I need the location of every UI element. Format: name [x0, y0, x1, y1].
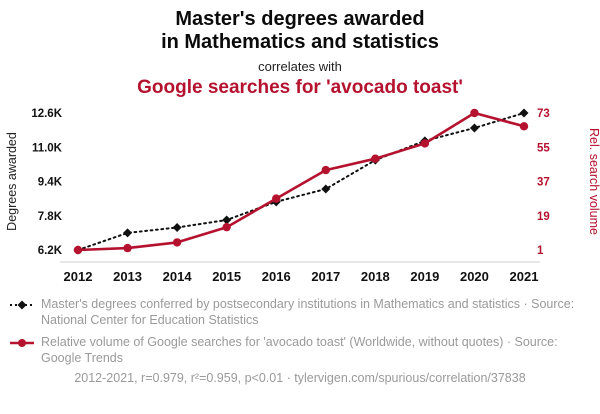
circle-marker [371, 154, 380, 163]
x-tick-label: 2019 [410, 269, 439, 284]
left-tick-label: 12.6K [31, 108, 62, 120]
right-axis-title: Rel. search volume [587, 128, 600, 235]
chart-title-line2: in Mathematics and statistics [161, 31, 439, 53]
circle-marker [222, 222, 231, 232]
x-tick-label: 2021 [510, 269, 539, 284]
correlation-chart: 2012 2013 2014 2015 2016 2017 2018 2019 2020 2021… [5, 108, 600, 284]
series-line-diamond [77, 112, 525, 251]
circle-marker [470, 108, 479, 118]
diamond-marker [321, 184, 331, 194]
chart-title: Master's degrees awarded in Mathematics … [8, 8, 592, 54]
diamond-marker-icon [10, 300, 34, 310]
circle-marker [321, 165, 330, 175]
right-tick-label: 1 [537, 245, 544, 257]
legend-text-searches: Relative volume of Google searches for '… [41, 334, 558, 365]
legend-item-searches: Relative volume of Google searches for '… [10, 334, 588, 367]
diamond-marker [469, 123, 479, 133]
series-line-circle [76, 111, 526, 252]
diamond-marker [519, 108, 529, 118]
chart-subtitle: Google searches for 'avocado toast' [137, 77, 463, 98]
legend-item-degrees: Master's degrees conferred by postsecond… [10, 296, 588, 329]
circle-marker [519, 122, 529, 131]
circle-marker [420, 139, 430, 148]
x-tick-label: 2018 [361, 269, 390, 284]
circle-marker [172, 238, 182, 247]
x-tick-label: 2015 [212, 269, 241, 284]
x-tick-label: 2012 [64, 269, 93, 284]
x-tick-label: 2017 [311, 269, 340, 284]
left-axis-title: Degrees awarded [5, 132, 19, 231]
left-tick-label: 6.2K [38, 245, 63, 257]
right-tick-label: 55 [537, 142, 550, 154]
diamond-marker [172, 223, 182, 233]
circle-marker-icon [10, 338, 34, 347]
diamond-marker [123, 228, 133, 238]
footer-stats: 2012-2021, r=0.979, r²=0.959, p<0.01 · t… [74, 371, 526, 385]
correlates-with-label: correlates with [258, 59, 342, 74]
x-tick-label: 2020 [460, 269, 489, 284]
left-tick-label: 9.4K [38, 177, 63, 189]
chart-title-line1: Master's degrees awarded [175, 8, 425, 30]
legend-text-degrees: Master's degrees conferred by postsecond… [41, 297, 575, 328]
circle-marker [272, 194, 281, 203]
legend: Master's degrees conferred by postsecond… [10, 296, 588, 366]
diamond-marker [222, 215, 232, 225]
circle-marker [73, 245, 83, 255]
x-tick-label: 2013 [113, 269, 142, 284]
right-tick-label: 73 [537, 108, 550, 120]
left-tick-label: 7.8K [38, 211, 63, 223]
circle-marker [123, 243, 132, 253]
x-tick-label: 2014 [163, 269, 193, 284]
left-tick-label: 11.0K [32, 142, 63, 154]
x-tick-label: 2016 [262, 269, 291, 284]
right-tick-label: 19 [537, 211, 550, 223]
right-tick-label: 37 [537, 177, 550, 189]
